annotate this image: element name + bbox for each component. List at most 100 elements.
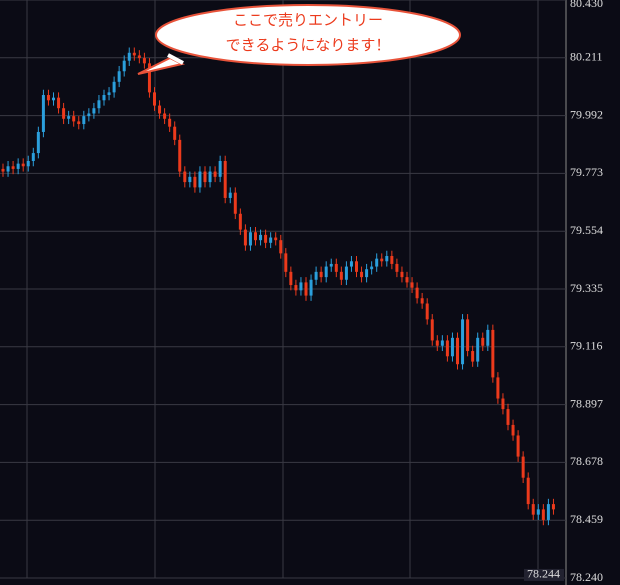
callout-join (167, 53, 184, 65)
candle-body (269, 237, 273, 243)
candle-body (299, 282, 303, 291)
y-tick-label: 80.430 (570, 0, 603, 10)
candle-body (355, 261, 358, 272)
candle-body (349, 261, 353, 267)
candle-body (304, 282, 308, 296)
last-price-label: 78.244 (527, 567, 560, 581)
candle-body (1, 168, 5, 172)
candle-body (238, 213, 242, 230)
candle-body (324, 266, 328, 278)
candle-body (213, 171, 217, 177)
candle-body (36, 131, 40, 154)
candle-body (375, 258, 379, 267)
candle-body (435, 340, 439, 346)
candle-body (476, 337, 480, 362)
candle-body (370, 266, 374, 270)
candle-body (284, 253, 288, 272)
candle-body (77, 121, 81, 125)
candle-body (365, 269, 369, 278)
candle-body (142, 58, 146, 64)
candle-body (41, 95, 45, 132)
candle-body (501, 398, 505, 410)
y-tick-label: 78.459 (570, 512, 603, 526)
candle-body (6, 166, 10, 172)
y-tick-label: 79.554 (570, 223, 603, 237)
candle-body (279, 240, 283, 254)
candle-body (456, 337, 459, 365)
candle-body (11, 166, 15, 169)
candle-body (400, 271, 404, 278)
candle-body (193, 176, 197, 188)
candle-body (466, 319, 470, 352)
candle-body (264, 234, 268, 243)
candle-body (228, 192, 232, 198)
candle-body (314, 271, 318, 280)
candle-body (62, 108, 66, 119)
candle-body (147, 63, 151, 93)
candle-body (168, 118, 172, 127)
candle-body (339, 271, 343, 280)
candle-body (430, 319, 434, 341)
candle-body (329, 263, 333, 267)
candle-body (163, 113, 167, 119)
candle-body (87, 113, 91, 117)
y-tick-label: 79.116 (570, 339, 603, 353)
candle-body (218, 160, 222, 177)
candle-body (536, 509, 540, 515)
candle-body (385, 256, 389, 262)
candle-body (97, 100, 101, 109)
candle-body (57, 97, 61, 109)
candle-body (52, 97, 55, 101)
candle-body (158, 105, 162, 114)
candle-body (21, 163, 25, 167)
candle-body (112, 81, 116, 93)
candle-body (491, 329, 495, 378)
y-tick-label: 78.240 (570, 570, 603, 584)
candle-body (395, 263, 399, 272)
candle-body (461, 319, 465, 365)
candle-body (531, 504, 535, 515)
candle-body (243, 229, 247, 246)
y-tick-label: 79.773 (570, 165, 603, 179)
candle-body (233, 192, 237, 214)
callout-text: できるようになります！ (226, 37, 391, 54)
candle-body (289, 271, 293, 286)
candle-body (481, 337, 485, 346)
candle-body (319, 271, 323, 278)
candle-body (183, 171, 187, 183)
candle-body (551, 504, 555, 510)
candle-body (309, 279, 313, 296)
candle-body (223, 160, 227, 198)
candle-body (254, 232, 257, 241)
candle-body (26, 160, 30, 167)
candle-body (274, 237, 278, 241)
candle-body (450, 337, 454, 357)
candle-body (486, 329, 490, 346)
y-tick-label: 79.335 (570, 281, 603, 295)
candle-body (259, 234, 263, 241)
candle-body (410, 282, 414, 288)
last-price-box (524, 568, 564, 581)
candle-body (496, 377, 500, 399)
y-tick-label: 80.211 (570, 50, 603, 64)
candle-body (208, 171, 212, 183)
candle-body (526, 477, 530, 505)
callout-text: ここで売りエントリー (233, 12, 383, 29)
candle-body (188, 176, 192, 183)
callout: ここで売りエントリー できるようになります！ (137, 4, 461, 75)
candle-body (16, 163, 20, 169)
candle-body (516, 435, 520, 457)
candle-body (67, 116, 71, 119)
candle-body (445, 340, 449, 357)
candle-body (203, 171, 207, 183)
candle-body (405, 277, 409, 283)
y-tick-label: 78.678 (570, 454, 603, 468)
candle-body (137, 55, 141, 59)
candle-body (360, 271, 364, 278)
candle-body (521, 456, 525, 478)
candle-body (415, 287, 419, 299)
candle-body (173, 126, 177, 140)
candle-body (31, 153, 35, 161)
candle-body (380, 258, 384, 262)
